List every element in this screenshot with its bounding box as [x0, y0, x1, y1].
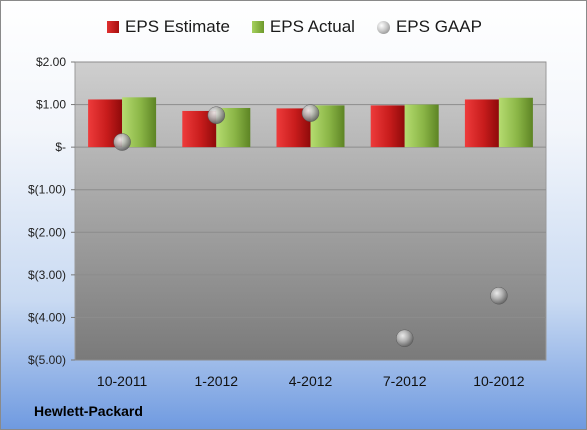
legend-swatch-gaap	[376, 20, 390, 34]
chart-legend: EPS Estimate EPS Actual EPS GAAP	[1, 17, 586, 37]
y-tick-label: $2.00	[36, 55, 66, 69]
y-tick-label: $1.00	[36, 98, 66, 112]
point-eps-gaap	[207, 106, 226, 124]
bar-eps-estimate	[370, 105, 405, 148]
point-eps-gaap	[395, 329, 414, 348]
bar-eps-estimate	[464, 99, 499, 148]
legend-label-estimate: EPS Estimate	[125, 17, 230, 36]
point-eps-gaap	[490, 286, 508, 305]
y-tick-label: $(3.00)	[28, 268, 66, 282]
bar-eps-actual	[498, 97, 533, 148]
legend-swatch-actual	[251, 21, 264, 33]
x-tick-label: 4-2012	[289, 373, 333, 389]
y-tick-label: $(5.00)	[28, 353, 66, 367]
legend-label-gaap: EPS GAAP	[395, 17, 482, 36]
x-tick-label: 7-2012	[383, 373, 427, 389]
company-name: Hewlett-Packard	[34, 403, 143, 419]
legend-item-estimate: EPS Estimate	[107, 17, 230, 37]
legend-item-gaap: EPS GAAP	[376, 17, 482, 37]
x-tick-label: 10-2012	[473, 373, 525, 389]
legend-label-actual: EPS Actual	[269, 17, 355, 36]
legend-swatch-estimate	[107, 21, 120, 33]
y-tick-label: $(2.00)	[28, 225, 66, 239]
y-tick-label: $-	[55, 140, 66, 154]
legend-item-actual: EPS Actual	[251, 17, 355, 37]
point-eps-gaap	[301, 104, 320, 122]
point-eps-gaap	[113, 133, 131, 151]
bar-eps-actual	[404, 104, 439, 148]
x-tick-label: 10-2011	[97, 373, 148, 389]
y-tick-label: $(1.00)	[28, 183, 66, 197]
y-tick-label: $(4.00)	[28, 310, 66, 324]
x-tick-label: 1-2012	[195, 373, 239, 389]
